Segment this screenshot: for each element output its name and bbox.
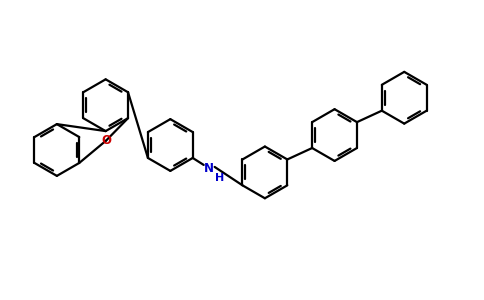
Text: N: N bbox=[204, 162, 213, 176]
Text: H: H bbox=[215, 173, 224, 183]
Text: O: O bbox=[101, 134, 111, 147]
